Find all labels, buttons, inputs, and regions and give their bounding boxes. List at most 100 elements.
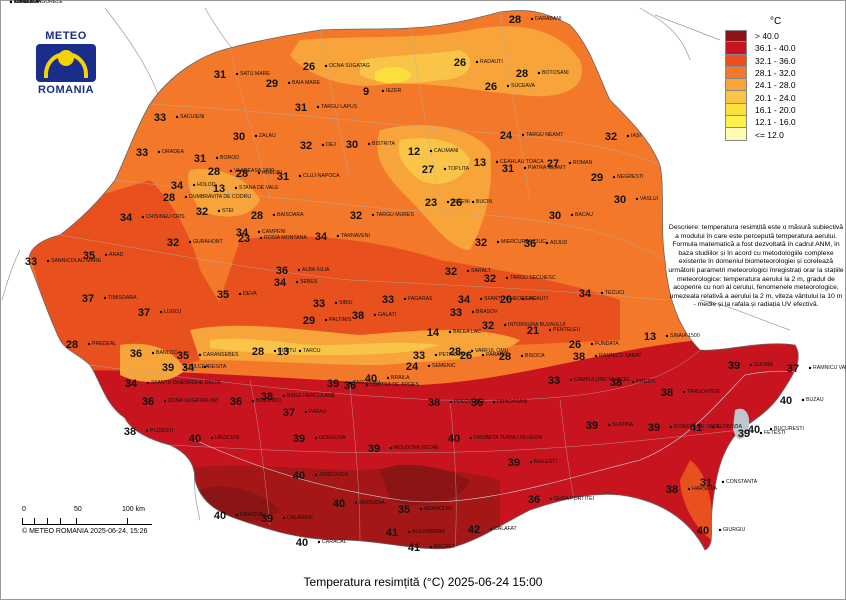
station-dot (251, 399, 255, 403)
station-name: TARGU LAPUS (321, 104, 358, 110)
station-dot (711, 425, 715, 429)
station-marker: 40 BUCURESTI (748, 424, 804, 436)
station-name: CEAHLAU TOACA (500, 159, 544, 165)
station-marker: 38 HARSOVA (666, 484, 718, 496)
station-name: DROBETA TURNU SEVERIN (474, 435, 542, 441)
station-value: 40 (189, 433, 201, 445)
station-marker: 31 TARGU LAPUS (295, 102, 358, 114)
station-value: 41 (690, 422, 702, 434)
station-dot (631, 380, 635, 384)
station-value: 34 (120, 212, 133, 224)
station-dot (523, 166, 527, 170)
station-name: BANLOC (156, 350, 178, 356)
station-marker: 28 BAISOARA (251, 210, 304, 222)
station-marker: 31 BOROD (194, 153, 239, 165)
station-dot (381, 89, 385, 93)
station-dot (215, 156, 219, 160)
romania-border (28, 10, 799, 551)
station-value: 32 (445, 266, 457, 278)
station-dot (759, 431, 763, 435)
station-marker: 36 OCNA SUGATAG (W) (142, 396, 219, 408)
station-value: 38 (352, 310, 364, 322)
station-name: CHISINEU CRIS (146, 214, 185, 220)
station-marker: 32 SARALT (445, 266, 492, 278)
station-marker: 29 NEGRESTI (591, 172, 644, 184)
station-dot (304, 410, 308, 414)
station-name: TULCEA (188, 364, 209, 370)
station-marker: 28 PREDEAL (66, 339, 116, 351)
station-value: 35 (177, 350, 189, 362)
station-name: SATU MARE (240, 71, 270, 77)
station-marker: 34 SFANTU GHEORGHE (458, 294, 537, 306)
station-dot (520, 354, 524, 358)
station-name: SIBIU (339, 300, 353, 306)
station-value: 39 (261, 513, 273, 525)
station-value: 40 (748, 424, 760, 436)
station-value: 36 (528, 494, 540, 506)
station-dot (210, 436, 214, 440)
station-marker: 37 PARAU (283, 407, 327, 419)
region-32-36-west (29, 180, 230, 380)
station-value: 37 (138, 307, 150, 319)
station-name: ALEXANDRIA (412, 529, 445, 535)
station-dot (434, 353, 438, 357)
station-dot (336, 234, 340, 238)
station-value: 36 (142, 396, 154, 408)
station-dot (403, 297, 407, 301)
station-value: 26 (569, 339, 581, 351)
station-dot (348, 381, 352, 385)
station-name: PREDEAL (92, 341, 116, 347)
station-marker: 36 GURA PORTITEI (528, 494, 594, 506)
station-value: 33 (450, 307, 462, 319)
station-dot (316, 105, 320, 109)
station-dot (183, 365, 187, 369)
station-value: 33 (313, 298, 325, 310)
station-name: SEMENIC (432, 363, 456, 369)
station-name: PARAU (309, 409, 327, 415)
station-dot (506, 84, 510, 88)
station-name: CAMPULUNG MUSCEL (574, 377, 630, 383)
station-marker: 13 CEAHLAU TOACA (474, 157, 544, 169)
station-dot (103, 296, 107, 300)
station-name: BOTOSANI (542, 70, 569, 76)
region-20-24-carpathians (398, 138, 470, 184)
station-value: 31 (214, 69, 226, 81)
legend-label: 36.1 - 40.0 (755, 43, 796, 54)
station-name: CLUJ-NAPOCA (303, 173, 340, 179)
station-name: ADJUD (550, 240, 568, 246)
station-dot (492, 400, 496, 404)
station-dot (259, 236, 263, 240)
station-name: OLTENITA (14, 0, 39, 5)
station-value: 37 (283, 407, 295, 419)
station-dot (9, 0, 13, 4)
station-value: 12 (408, 146, 420, 158)
station-value: 28 (252, 346, 264, 358)
station-marker: 32 MIERCUREA CIUC (475, 237, 546, 249)
station-name: STEI (222, 208, 234, 214)
station-marker: 38 GALATI (352, 310, 396, 322)
station-value: 37 (82, 293, 94, 305)
station-marker: 30 ZALAU (233, 131, 276, 143)
station-value: 28 (66, 339, 78, 351)
station-value: 34 (458, 294, 471, 306)
station-dot (87, 342, 91, 346)
station-value: 26 (450, 197, 462, 209)
station-value: 13 (277, 346, 289, 358)
station-value: 40 (333, 498, 345, 510)
station-dot (367, 142, 371, 146)
station-dot (429, 545, 433, 549)
station-name: ZIMNICEA (14, 0, 39, 5)
map-title: Temperatura resimțită (°C) 2025-06-24 15… (303, 575, 543, 589)
station-dot (600, 291, 604, 295)
station-marker: 35 ADAMCLISI (398, 504, 452, 516)
station-name: BISTRITA (372, 141, 396, 147)
station-marker: 33 SACUIENI (154, 112, 205, 124)
station-dot (481, 353, 485, 357)
station-value: 28 (509, 14, 521, 26)
station-name: CARANSEBES (203, 352, 239, 358)
station-value: 35 (83, 250, 95, 262)
station-name: PLOIESTI (150, 428, 173, 434)
station-value: 28 (163, 192, 175, 204)
station-value: 31 (502, 163, 514, 175)
